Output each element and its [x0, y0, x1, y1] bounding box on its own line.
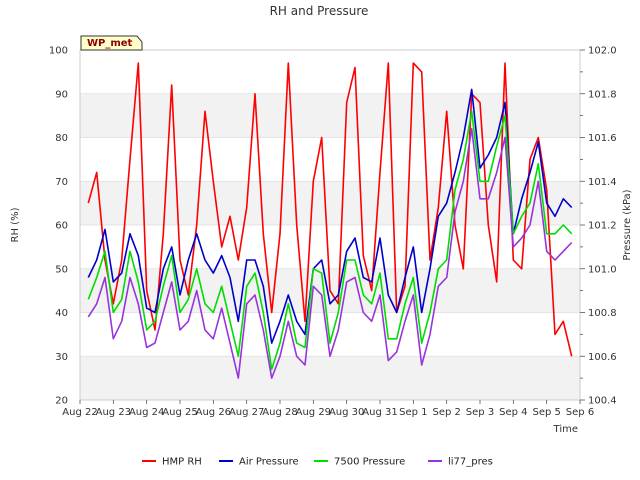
y-right-tick-label: 100.8: [588, 308, 617, 319]
x-tick-label: Aug 29: [296, 407, 331, 418]
y-right-tick-label: 101.6: [588, 133, 617, 144]
x-tick-label: Aug 27: [229, 407, 264, 418]
chart-legend: HMP RH Air Pressure 7500 Pressure li77_pres: [142, 457, 493, 468]
x-tick-label: Sep 6: [566, 407, 594, 418]
x-tick-label: Aug 30: [329, 407, 364, 418]
plot-band: [80, 50, 580, 94]
badge-box: [80, 35, 143, 51]
x-tick-label: Aug 31: [362, 407, 397, 418]
plot-band: [80, 312, 580, 357]
y-right-tick-label: 101.0: [588, 264, 617, 275]
y-left-tick-label: 60: [55, 221, 68, 232]
station-badge: WP_met: [80, 35, 143, 51]
y-right-tick-label: 101.2: [588, 221, 617, 232]
y-right-tick-label: 100.6: [588, 352, 617, 363]
x-tick-label: Aug 28: [262, 407, 297, 418]
y-left-tick-label: 90: [55, 89, 68, 100]
y-left-tick-label: 50: [55, 264, 68, 275]
y-left-tick-label: 20: [55, 396, 68, 407]
series-line-air-pressure: [87, 88, 573, 344]
x-tick-label: Aug 24: [129, 407, 164, 418]
series-line-hmp-rh: [87, 62, 573, 357]
y-left-tick-label: 40: [55, 308, 68, 319]
y-left-axis-ticks: 20 30 40 50 60 70 80 90 100: [49, 46, 68, 407]
x-axis-title: Time: [553, 424, 578, 435]
y-left-tick-label: 30: [55, 352, 68, 363]
legend-label: Air Pressure: [239, 457, 299, 468]
plot-band: [80, 93, 580, 138]
y-left-tick-label: 100: [49, 46, 68, 57]
x-tick-label: Sep 4: [499, 407, 527, 418]
y-right-axis-ticks: 100.4 100.6 100.8 101.0 101.2 101.4 101.6 101.8…: [580, 46, 617, 407]
x-tick-label: Sep 3: [466, 407, 494, 418]
y-right-tick-label: 102.0: [588, 46, 617, 57]
chart-title: RH and Pressure: [270, 4, 369, 18]
x-tick-label: Aug 22: [62, 407, 97, 418]
plot-background-bands: [80, 50, 580, 400]
series-line-li77-pres: [87, 128, 573, 379]
legend-label: 7500 Pressure: [334, 457, 405, 468]
series-lines: [87, 62, 573, 379]
legend-label: li77_pres: [448, 457, 493, 468]
y-left-axis-title: RH (%): [10, 207, 21, 242]
y-left-tick-label: 80: [55, 133, 68, 144]
x-tick-label: Sep 5: [532, 407, 560, 418]
plot-band: [80, 181, 580, 225]
legend-label: HMP RH: [162, 457, 202, 468]
x-tick-label: Aug 25: [162, 407, 197, 418]
y-right-tick-label: 101.8: [588, 89, 617, 100]
badge-label: WP_met: [87, 38, 133, 49]
plot-band: [80, 356, 580, 400]
y-right-tick-label: 101.4: [588, 177, 617, 188]
y-right-axis-title: Pressure (kPa): [622, 189, 633, 260]
series-line-7500-pressure: [87, 110, 573, 371]
x-tick-label: Sep 2: [432, 407, 460, 418]
x-tick-label: Aug 26: [196, 407, 231, 418]
y-left-tick-label: 70: [55, 177, 68, 188]
x-tick-label: Aug 23: [96, 407, 131, 418]
x-tick-label: Sep 1: [399, 407, 427, 418]
y-right-tick-label: 100.4: [588, 396, 617, 407]
plot-band: [80, 225, 580, 269]
